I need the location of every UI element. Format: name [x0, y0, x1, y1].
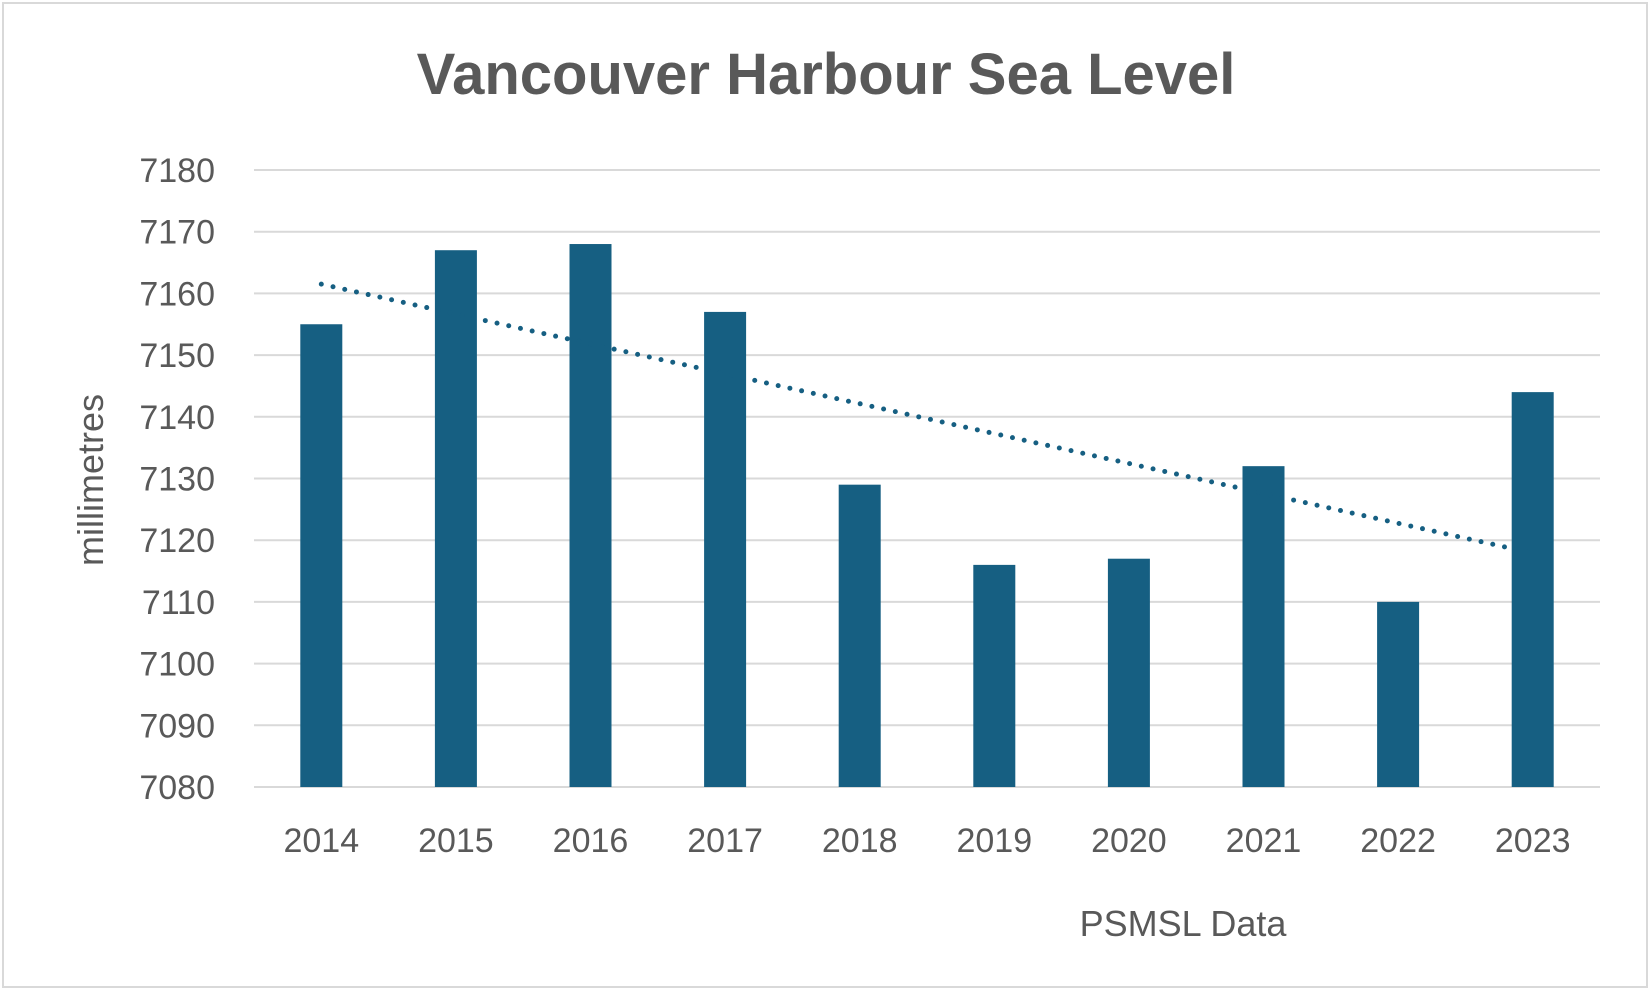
x-tick-label: 2020 [1091, 822, 1167, 860]
x-tick-label: 2018 [822, 822, 898, 860]
y-tick-label: 7130 [139, 461, 215, 499]
bar-2015 [434, 250, 477, 787]
bar-2016 [569, 244, 612, 788]
y-tick-label: 7160 [139, 275, 215, 313]
y-tick-label: 7140 [139, 399, 215, 437]
bar-2023 [1511, 392, 1554, 787]
bar-2018 [838, 484, 881, 787]
y-tick-label: 7110 [142, 584, 215, 622]
trendline-layer [318, 281, 1536, 556]
y-axis-tick-labels: 7080 7090 7100 7110 7120 7130 7140 7150 7160 7170… [139, 152, 215, 807]
bar-2014 [300, 324, 343, 787]
x-tick-label: 2019 [956, 822, 1032, 860]
bar-2019 [973, 564, 1016, 787]
x-tick-label: 2021 [1226, 822, 1302, 860]
y-axis-title: millimetres [70, 394, 111, 566]
x-tick-label: 2022 [1360, 822, 1436, 860]
trendline [318, 281, 1536, 556]
y-tick-label: 7180 [139, 152, 215, 190]
x-tick-label: 2023 [1495, 822, 1571, 860]
bar-series [300, 244, 1554, 788]
gridlines [254, 169, 1600, 788]
bar-2021 [1242, 466, 1285, 787]
bar-2017 [704, 311, 747, 787]
x-axis-title: PSMSL Data [1080, 903, 1288, 944]
bar-2022 [1377, 601, 1420, 787]
y-tick-label: 7170 [139, 214, 215, 252]
bar-2020 [1107, 558, 1150, 787]
chart-title: Vancouver Harbour Sea Level [417, 42, 1236, 107]
y-tick-label: 7100 [139, 646, 215, 684]
x-tick-label: 2016 [553, 822, 629, 860]
y-tick-label: 7090 [139, 707, 215, 745]
y-tick-label: 7150 [139, 337, 215, 375]
x-tick-label: 2017 [687, 822, 763, 860]
y-tick-label: 7080 [139, 769, 215, 807]
x-tick-label: 2015 [418, 822, 494, 860]
y-tick-label: 7120 [139, 522, 215, 560]
x-axis-tick-labels: 2014 2015 2016 2017 2018 2019 2020 2021 2022 2023 [283, 822, 1570, 860]
x-tick-label: 2014 [283, 822, 359, 860]
